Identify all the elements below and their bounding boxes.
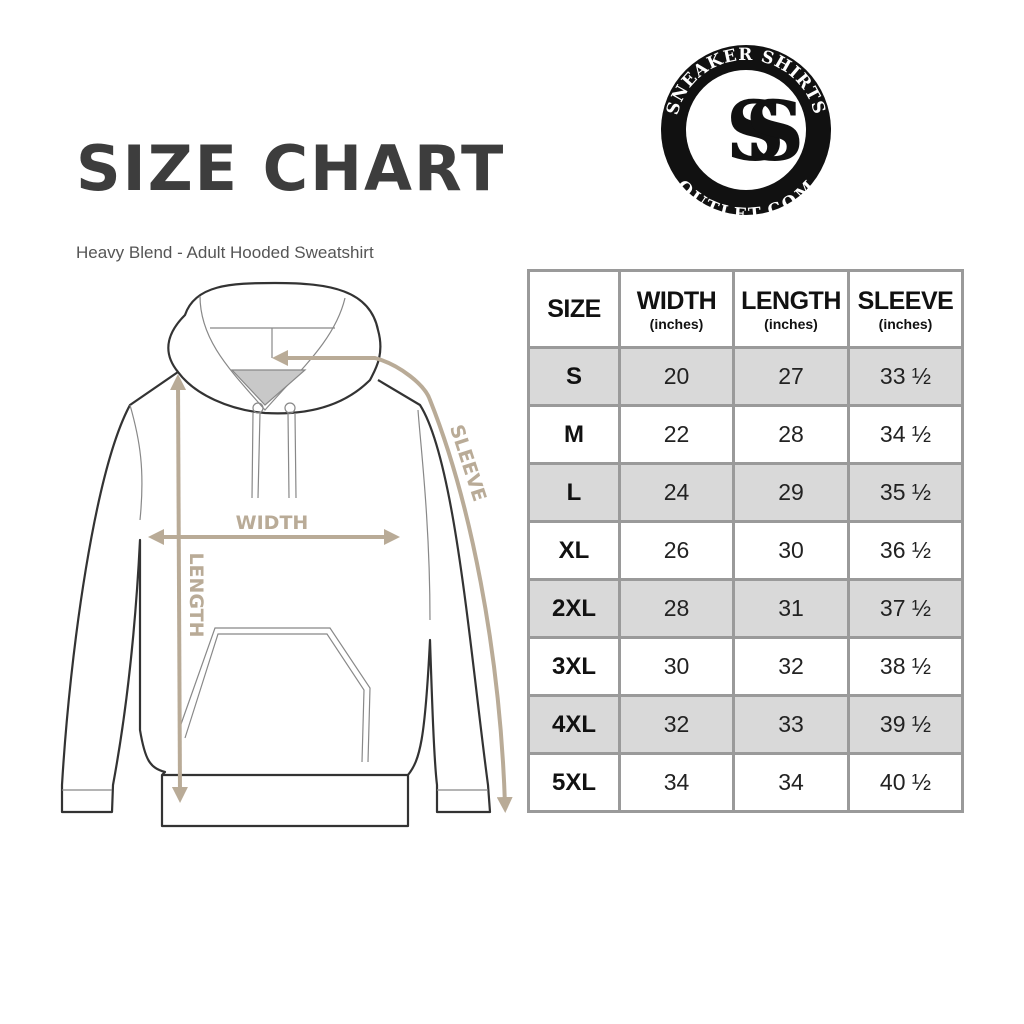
table-row: M 22 28 34 ½: [527, 404, 964, 465]
sleeve-cell: 35 ½: [847, 462, 964, 523]
width-cell: 22: [618, 404, 735, 465]
size-cell: M: [527, 404, 621, 465]
table-row: 3XL 30 32 38 ½: [527, 636, 964, 697]
length-cell: 29: [732, 462, 850, 523]
length-label: LENGTH: [185, 552, 207, 637]
sleeve-cell: 39 ½: [847, 694, 964, 755]
length-cell: 27: [732, 346, 850, 407]
sleeve-cell: 34 ½: [847, 404, 964, 465]
sleeve-arrow: [272, 350, 513, 813]
table-row: 2XL 28 31 37 ½: [527, 578, 964, 639]
width-cell: 24: [618, 462, 735, 523]
width-label: WIDTH: [236, 512, 309, 534]
size-cell: 2XL: [527, 578, 621, 639]
width-cell: 32: [618, 694, 735, 755]
size-cell: 5XL: [527, 752, 621, 813]
length-arrow: [170, 374, 188, 803]
brand-logo: SNEAKER SHIRTS OUTLET.COM SS: [661, 45, 838, 225]
sleeve-cell: 40 ½: [847, 752, 964, 813]
sleeve-cell: 37 ½: [847, 578, 964, 639]
length-cell: 32: [732, 636, 850, 697]
table-row: L 24 29 35 ½: [527, 462, 964, 523]
table-row: XL 26 30 36 ½: [527, 520, 964, 581]
length-cell: 34: [732, 752, 850, 813]
length-cell: 30: [732, 520, 850, 581]
sleeve-cell: 36 ½: [847, 520, 964, 581]
length-cell: 31: [732, 578, 850, 639]
size-cell: S: [527, 346, 621, 407]
table-header-row: SIZE WIDTH (inches) LENGTH (inches) SLEEVE…: [527, 269, 964, 349]
header-width: WIDTH (inches): [618, 269, 735, 349]
size-table: SIZE WIDTH (inches) LENGTH (inches) SLEEVE…: [527, 269, 964, 813]
header-size: SIZE: [527, 269, 621, 349]
width-cell: 28: [618, 578, 735, 639]
header-length: LENGTH (inches): [732, 269, 850, 349]
hoodie-outline: [60, 281, 492, 828]
width-cell: 30: [618, 636, 735, 697]
width-cell: 26: [618, 520, 735, 581]
product-subtitle: Heavy Blend - Adult Hooded Sweatshirt: [76, 243, 374, 262]
header-sleeve: SLEEVE (inches): [847, 269, 964, 349]
size-cell: 4XL: [527, 694, 621, 755]
size-cell: XL: [527, 520, 621, 581]
table-row: 5XL 34 34 40 ½: [527, 752, 964, 813]
sleeve-cell: 38 ½: [847, 636, 964, 697]
page-title: SIZE CHART: [76, 132, 506, 205]
sleeve-cell: 33 ½: [847, 346, 964, 407]
width-cell: 20: [618, 346, 735, 407]
length-cell: 33: [732, 694, 850, 755]
table-row: 4XL 32 33 39 ½: [527, 694, 964, 755]
length-cell: 28: [732, 404, 850, 465]
width-cell: 34: [618, 752, 735, 813]
size-cell: 3XL: [527, 636, 621, 697]
measurement-arrows: [148, 350, 513, 813]
table-row: S 20 27 33 ½: [527, 346, 964, 407]
size-cell: L: [527, 462, 621, 523]
